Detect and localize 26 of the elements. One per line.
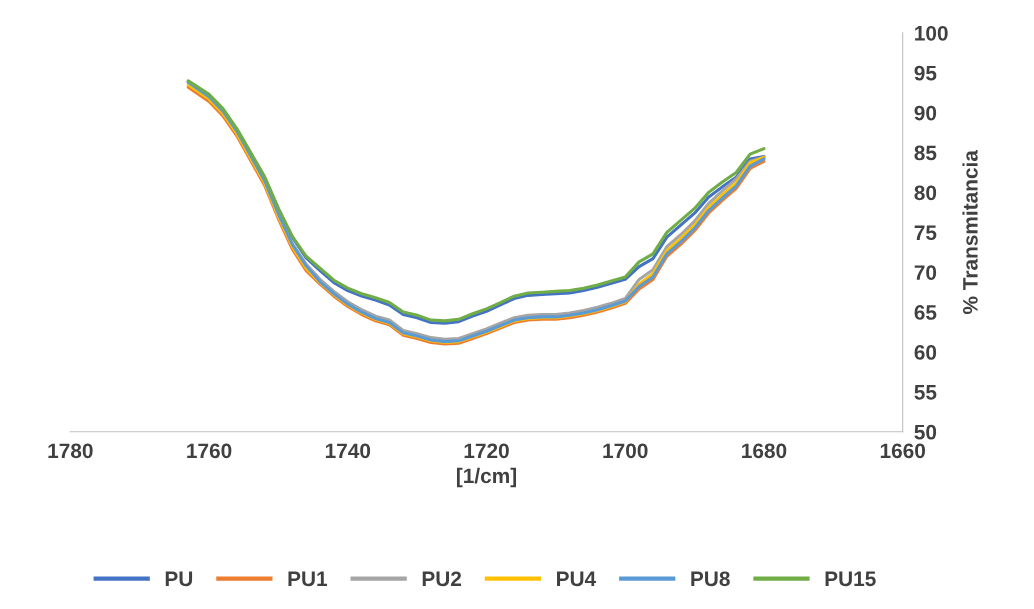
y-axis-title: % Transmitancia (962, 149, 978, 315)
legend-label: PU1 (288, 571, 328, 587)
y-tick-label: 75 (914, 225, 937, 241)
x-tick-label: 1780 (48, 443, 93, 459)
y-tick-label: 85 (914, 145, 937, 161)
x-tick-label: 1760 (187, 443, 232, 459)
x-tick-label: 1720 (464, 443, 509, 459)
y-tick-label: 70 (914, 265, 937, 280)
y-tick-label: 65 (914, 305, 937, 320)
y-tick-label: 80 (914, 185, 937, 201)
legend-label: PU (165, 571, 193, 587)
legend-label: PU2 (422, 571, 462, 587)
legend-label: PU8 (691, 571, 730, 587)
y-tick-label: 90 (914, 105, 937, 121)
legend-label: PU15 (825, 571, 876, 587)
x-tick-label: 1680 (742, 443, 787, 459)
y-tick-label: 50 (914, 424, 937, 440)
x-tick-label: 1700 (603, 443, 648, 459)
x-tick-label: 1740 (325, 443, 371, 459)
y-tick-label: 100 (915, 25, 948, 41)
y-tick-label: 55 (914, 385, 937, 400)
y-tick-label: 60 (914, 345, 937, 360)
legend-label: PU4 (557, 571, 597, 587)
x-axis-title: [1/cm] (456, 467, 517, 488)
x-tick-label: 1660 (880, 443, 925, 459)
y-tick-label: 95 (914, 65, 937, 81)
